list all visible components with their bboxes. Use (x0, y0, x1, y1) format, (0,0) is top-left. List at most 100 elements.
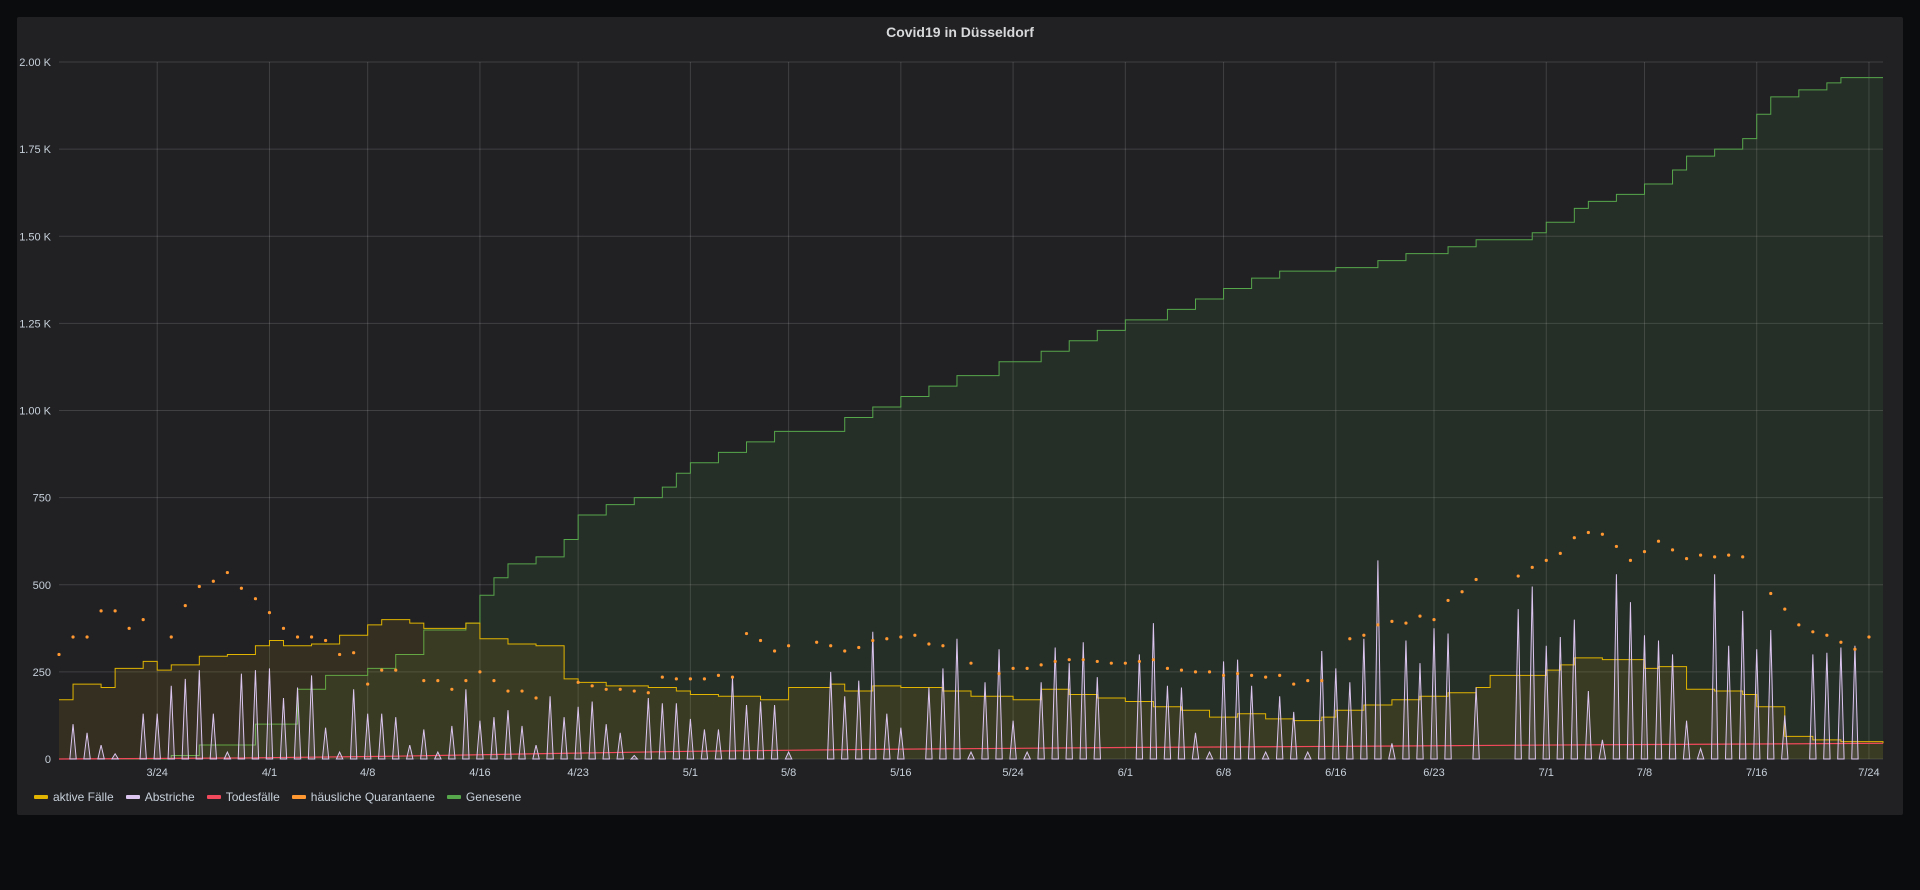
data-point (1320, 678, 1324, 683)
data-point (1432, 618, 1436, 622)
data-spike (1289, 711, 1298, 760)
data-point (450, 687, 454, 691)
data-point (1783, 607, 1787, 611)
data-point (1053, 659, 1057, 664)
data-spike (728, 677, 737, 760)
series-todesf-lle (58, 742, 1884, 760)
data-spike (518, 725, 526, 760)
data-point (744, 631, 749, 636)
data-spike (1177, 687, 1186, 760)
legend-item[interactable]: häusliche Quarantaene (291, 790, 435, 804)
data-point (1460, 590, 1464, 594)
legend-swatch (125, 795, 140, 799)
data-point (1867, 635, 1871, 639)
data-spike (139, 713, 147, 760)
x-tick-label: 4/16 (469, 767, 490, 779)
data-point (352, 651, 356, 655)
data-spike (1163, 685, 1172, 760)
data-point (1207, 670, 1212, 674)
data-point (281, 626, 286, 630)
data-spike (1402, 640, 1410, 760)
data-point (1600, 532, 1604, 536)
data-spike (265, 668, 274, 760)
data-point (1109, 661, 1113, 665)
data-point (1727, 553, 1731, 557)
legend-item[interactable]: aktive Fälle (34, 790, 114, 804)
data-spike (686, 718, 695, 760)
data-spike (307, 675, 316, 760)
data-spike (1275, 696, 1284, 760)
data-point (899, 635, 903, 639)
data-spike (1261, 750, 1270, 760)
data-spike (181, 678, 189, 760)
y-tick-label: 0 (45, 754, 51, 766)
data-spike (560, 717, 568, 760)
legend-item[interactable]: Abstriche (125, 790, 195, 804)
data-point (1376, 623, 1380, 627)
data-spike (700, 729, 709, 760)
series-line (59, 619, 1884, 744)
data-spike (1346, 682, 1354, 760)
data-spike (69, 724, 77, 760)
data-point (99, 609, 103, 613)
data-spike (1430, 628, 1438, 760)
data-point (1179, 668, 1184, 672)
data-spike (251, 670, 260, 760)
data-spike (855, 680, 863, 760)
data-spike (1332, 668, 1340, 760)
data-point (1404, 621, 1408, 625)
legend-item[interactable]: Genesene (446, 790, 521, 804)
data-spike (1809, 654, 1817, 760)
data-point (1306, 678, 1310, 683)
data-point (1095, 659, 1099, 664)
data-point (997, 672, 1001, 676)
y-tick-label: 1.75 K (19, 144, 51, 156)
x-tick-label: 5/1 (683, 767, 698, 779)
data-spike (1303, 750, 1312, 760)
data-point (590, 684, 594, 688)
data-spike (405, 744, 414, 760)
data-point (239, 586, 243, 590)
data-spike (1444, 633, 1452, 760)
data-point (338, 652, 342, 657)
data-point (1390, 619, 1394, 623)
data-point (323, 638, 328, 643)
data-point (1558, 551, 1562, 555)
data-spike (939, 668, 947, 760)
data-spike (391, 717, 400, 760)
x-tick-label: 5/16 (890, 767, 911, 779)
data-spike (1640, 635, 1649, 760)
data-point (941, 644, 945, 648)
data-point (702, 677, 707, 681)
data-spike (1135, 654, 1144, 760)
data-spike (111, 752, 120, 760)
data-spike (616, 732, 624, 760)
data-spike (532, 744, 540, 760)
data-spike (869, 631, 877, 760)
data-point (829, 644, 833, 648)
series-abstriche (69, 560, 1859, 760)
data-spike (967, 750, 975, 760)
legend-swatch (206, 795, 221, 799)
data-point (394, 668, 398, 672)
data-point (604, 687, 608, 691)
data-point (660, 675, 664, 679)
x-tick-label: 4/23 (567, 767, 588, 779)
data-spike (1696, 746, 1705, 760)
chart-panel: Covid19 in Düsseldorf 0 250 500 750 1.00 K 1.… (17, 17, 1903, 815)
data-point (1853, 647, 1857, 651)
data-spike (1823, 652, 1831, 760)
data-point (632, 689, 636, 693)
data-spike (1472, 687, 1480, 760)
data-point (576, 680, 580, 684)
data-point (1811, 630, 1815, 634)
data-spike (756, 701, 765, 760)
data-point (674, 677, 678, 681)
legend-label: aktive Fälle (53, 790, 114, 804)
data-spike (602, 724, 610, 760)
data-spike (1753, 649, 1761, 760)
data-spike (1682, 720, 1691, 760)
data-spike (588, 701, 596, 760)
legend-label: Todesfälle (225, 790, 280, 804)
legend-item[interactable]: Todesfälle (206, 790, 280, 804)
